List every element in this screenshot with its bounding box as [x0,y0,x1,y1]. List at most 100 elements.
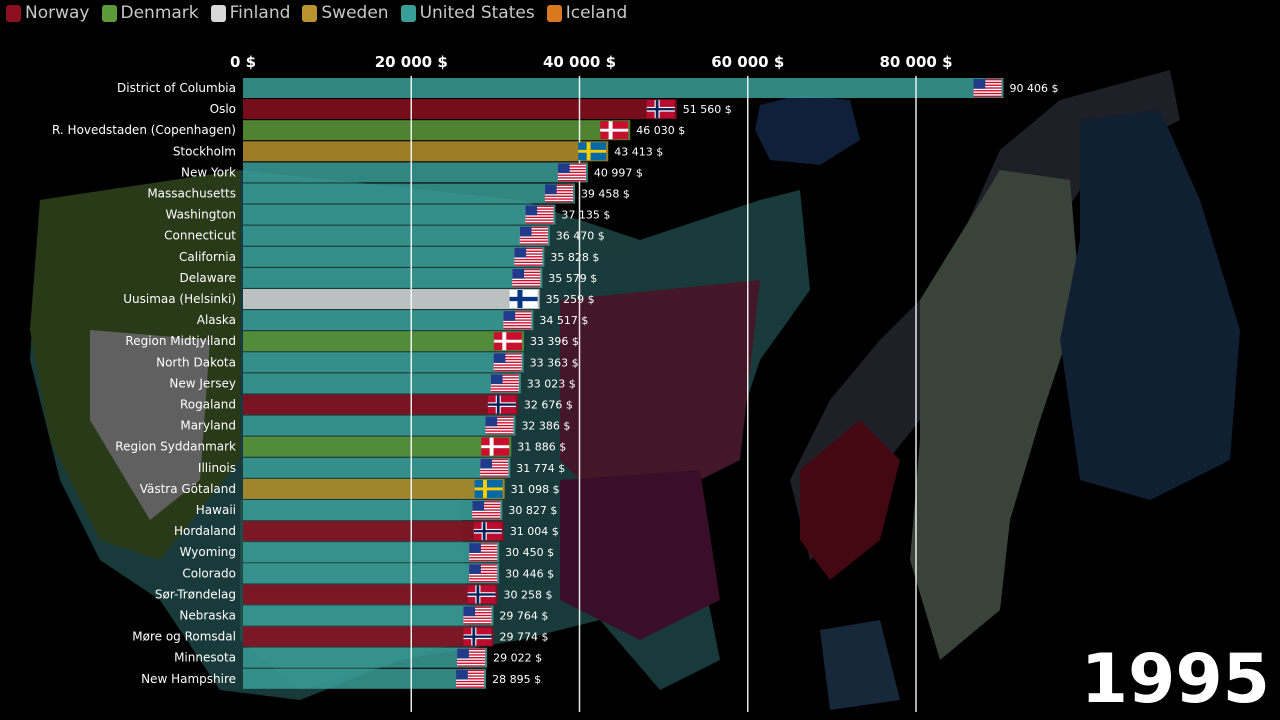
scandinavia-norway-regions-shape [800,420,900,580]
bar [243,120,631,141]
x-tick-label: 40 000 $ [543,53,616,71]
category-label: Connecticut [164,229,236,243]
united-states-flag-icon [490,374,519,393]
category-label: Washington [165,208,236,222]
category-label: Minnesota [174,651,236,665]
finland-flag-icon [509,290,538,308]
legend-item-iceland: Iceland [546,3,628,23]
united-states-flag-icon [469,543,498,562]
bars-group [243,78,1004,689]
category-label: North Dakota [156,355,236,369]
value-label: 51 560 $ [683,103,732,116]
value-label: 33 363 $ [530,356,579,369]
legend: Norway Denmark Finland Sweden United States I… [6,3,627,23]
category-label: New Hampshire [141,672,236,686]
bar [243,668,487,689]
value-label: 43 413 $ [614,145,663,158]
bar [243,204,556,225]
category-label: Illinois [198,461,236,475]
legend-swatch [6,4,21,22]
scandinavia-sweden-shape [910,170,1080,660]
value-label: 29 774 $ [499,631,548,644]
bar [243,542,500,563]
denmark-flag-icon [600,121,629,140]
sweden-flag-icon [578,142,607,161]
category-label: Hordaland [174,524,236,538]
value-label: 29 764 $ [499,610,548,623]
category-label: Møre og Romsdal [132,630,236,644]
united-states-flag-icon [512,268,541,287]
labels-group: District of Columbia 90 406 $ Oslo 51 560 $… [52,79,1059,688]
value-label: 35 828 $ [550,251,599,264]
scandinavia-finland-shape [1060,110,1240,500]
x-tick-label: 80 000 $ [879,53,952,71]
x-tick-label: 60 000 $ [711,53,784,71]
scandinavia-denmark-shape [820,620,900,710]
value-label: 31 886 $ [517,441,566,454]
legend-label: Finland [229,3,291,23]
bar [243,373,521,394]
bar [243,310,534,331]
united-states-flag-icon [485,416,514,435]
legend-swatch [210,4,226,22]
norway-flag-icon [487,395,516,414]
category-label: Region Syddanmark [115,440,236,454]
category-label: New Jersey [169,376,236,390]
legend-swatch [546,4,562,22]
legend-swatch [400,4,416,22]
value-label: 90 406 $ [1010,82,1059,95]
category-label: Alaska [197,313,236,327]
year-label: 1995 [1080,640,1270,719]
category-label: R. Hovedstaden (Copenhagen) [52,123,236,137]
value-label: 30 446 $ [505,567,554,580]
iceland-shape [755,95,860,165]
legend-item-norway: Norway [6,3,90,23]
category-label: Oslo [210,102,236,116]
united-states-flag-icon [514,247,543,266]
value-label: 40 997 $ [594,166,643,179]
legend-label: Denmark [120,3,199,23]
denmark-flag-icon [493,332,522,351]
bar [243,500,503,520]
bar [243,289,540,309]
value-label: 46 030 $ [636,124,685,137]
sweden-flag-icon [474,479,503,498]
category-label: Maryland [180,419,236,433]
value-label: 30 450 $ [505,546,554,559]
united-states-flag-icon [457,648,486,667]
united-states-flag-icon [463,606,492,625]
bar [243,352,524,373]
norway-flag-icon [646,100,675,119]
united-states-flag-icon [480,458,509,477]
legend-label: Iceland [565,3,628,23]
legend-item-sweden: Sweden [302,3,389,23]
bar [243,267,543,288]
value-label: 35 579 $ [548,272,597,285]
category-label: California [179,250,236,264]
united-states-flag-icon [472,501,501,519]
united-states-flag-icon [503,311,532,330]
bar [243,436,512,457]
category-label: Nebraska [179,609,236,623]
value-label: 30 258 $ [504,588,553,601]
x-tick-label: 20 000 $ [375,53,448,71]
bar [243,584,498,605]
legend-swatch [101,4,117,22]
value-label: 31 098 $ [511,483,560,496]
bar [243,331,524,352]
denmark-flag-icon [481,437,510,456]
bar [243,415,516,436]
bar [243,394,518,415]
category-label: Uusimaa (Helsinki) [123,292,236,306]
bar [243,99,677,120]
category-label: Colorado [182,566,236,580]
legend-label: United States [419,3,535,23]
legend-item-finland: Finland [210,3,291,23]
category-label: Hawaii [196,503,236,517]
value-label: 33 023 $ [527,377,576,390]
category-label: Wyoming [180,545,236,559]
bar [243,141,609,162]
value-label: 32 676 $ [524,399,573,412]
